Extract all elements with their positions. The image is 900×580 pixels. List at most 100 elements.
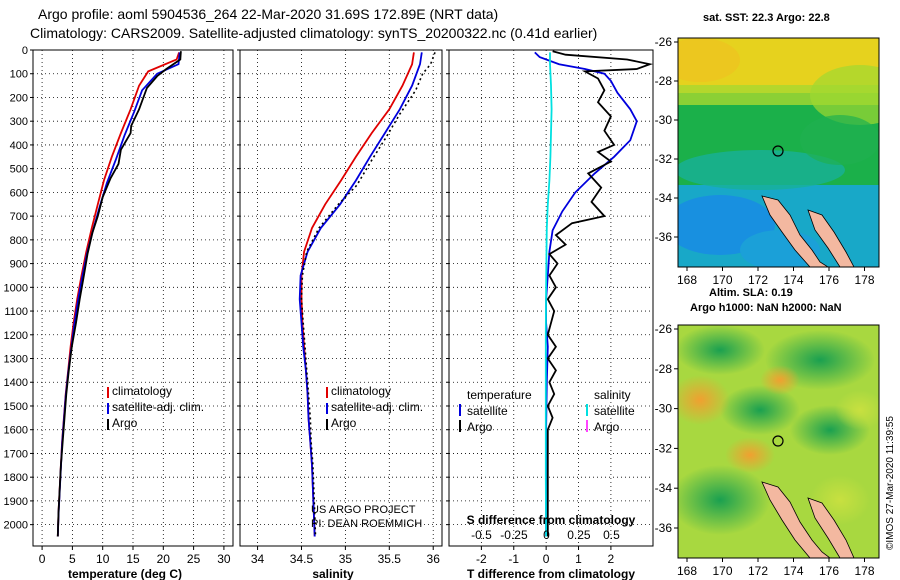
series-temperature-satellite — [534, 51, 638, 537]
x-tick-label: 25 — [187, 552, 201, 566]
series-satellite-adj-clim- — [298, 52, 423, 537]
map-axes: -26 -28 -30 -32 -34 -36 168 170 172 174 176 178 -26 -… — [655, 35, 875, 578]
chart-title-1: Argo profile: aoml 5904536_264 22-Mar-20… — [38, 6, 499, 22]
y-tick-label: 2000 — [4, 520, 28, 532]
map1-title: sat. SST: 22.3 Argo: 22.8 — [703, 12, 830, 24]
y-tick-label: 1300 — [4, 354, 28, 366]
x-axis-label: T difference from climatology — [467, 567, 635, 580]
sst-map-frame — [677, 37, 880, 268]
legend-label: Argo — [467, 420, 493, 434]
x-tick-label: -2 — [476, 552, 487, 566]
legend-heading-salinity: salinity — [594, 388, 631, 402]
lon-tick-label: 168 — [677, 273, 697, 287]
series-salinity-satellite — [544, 52, 553, 537]
lat-tick-label: -32 — [655, 152, 673, 166]
x-tick-label: -1 — [508, 552, 519, 566]
y-tick-label: 1400 — [4, 377, 28, 389]
series-temperature-argo — [546, 50, 654, 537]
argo-position-marker-2 — [772, 435, 784, 447]
top-tick-label: 0 — [543, 528, 550, 542]
lat-tick-label: -26 — [655, 322, 673, 336]
x-tick-label: 15 — [126, 552, 140, 566]
legend-label: satellite — [467, 404, 508, 418]
x-tick-label: 35 — [339, 552, 353, 566]
y-tick-label: 800 — [10, 235, 28, 247]
argo-position-marker — [772, 145, 784, 157]
y-tick-label: 700 — [10, 211, 28, 223]
credit-text: US ARGO PROJECT — [311, 504, 416, 516]
lat-tick-label: -30 — [655, 113, 673, 127]
y-tick-label: 1000 — [4, 282, 28, 294]
legend-heading-temperature: temperature — [467, 388, 532, 402]
legend-label: climatology — [112, 384, 172, 398]
panel-temperature: 0 5 10 15 20 25 300100200300400500600700800900… — [4, 45, 234, 580]
altimetry-map — [678, 325, 879, 558]
y-tick-label: 1700 — [4, 448, 28, 460]
x-axis-label: salinity — [312, 567, 354, 580]
x-tick-label: 0 — [543, 552, 550, 566]
x-tick-label: 30 — [217, 552, 231, 566]
legend-label: satellite-adj. clim. — [331, 400, 423, 414]
y-tick-label: 500 — [10, 164, 28, 176]
y-tick-label: 1800 — [4, 472, 28, 484]
y-tick-label: 1200 — [4, 330, 28, 342]
y-tick-label: 0 — [22, 45, 28, 57]
legend-label: satellite — [594, 404, 635, 418]
x-tick-label: 34.5 — [290, 552, 314, 566]
lon-tick-label: 170 — [712, 273, 732, 287]
lon-tick-label: 174 — [783, 273, 803, 287]
lon-tick-label: 168 — [677, 564, 697, 578]
panel-salinity: 34 34.5 35 35.5 36 salinity climatology satelli… — [237, 49, 443, 580]
legend-label: Argo — [331, 416, 357, 430]
panel-frame — [239, 49, 443, 547]
series-argo — [300, 52, 436, 537]
y-tick-label: 300 — [10, 116, 28, 128]
x-tick-label: 0 — [39, 552, 46, 566]
x-tick-label: 36 — [427, 552, 441, 566]
legend-label: climatology — [331, 384, 391, 398]
lat-tick-label: -30 — [655, 402, 673, 416]
lon-tick-label: 172 — [748, 564, 768, 578]
x-tick-label: 34 — [251, 552, 265, 566]
y-tick-label: 1100 — [4, 306, 28, 318]
x-tick-label: 35.5 — [378, 552, 402, 566]
chart-title-2: Climatology: CARS2009. Satellite-adjuste… — [30, 25, 598, 41]
lat-tick-label: -32 — [655, 441, 673, 455]
y-tick-label: 900 — [10, 259, 28, 271]
series-climatology — [300, 52, 415, 537]
top-tick-label: 0.5 — [603, 528, 620, 542]
panel-frame — [448, 49, 654, 547]
map1-sla-label: Altim. SLA: 0.19 — [709, 287, 793, 299]
lat-tick-label: -28 — [655, 362, 673, 376]
profile-panels: 0 5 10 15 20 25 300100200300400500600700800900… — [4, 45, 654, 580]
panel-difference: -2 -1 0 1 2T difference from climatology S di… — [446, 49, 654, 580]
legend-label: Argo — [594, 420, 620, 434]
x-axis-label: temperature (deg C) — [68, 567, 182, 580]
y-tick-label: 200 — [10, 92, 28, 104]
y-tick-label: 1900 — [4, 496, 28, 508]
series-argo — [56, 51, 182, 537]
x-tick-label: 5 — [69, 552, 76, 566]
lon-tick-label: 178 — [854, 564, 874, 578]
y-tick-label: 100 — [10, 69, 28, 81]
y-tick-label: 1500 — [4, 401, 28, 413]
top-tick-label: 0.25 — [567, 528, 591, 542]
lat-tick-label: -34 — [655, 481, 673, 495]
legend-label: Argo — [112, 416, 138, 430]
y-tick-label: 400 — [10, 140, 28, 152]
x-tick-label: 2 — [608, 552, 615, 566]
top-tick-label: -0.5 — [471, 528, 492, 542]
series-climatology — [56, 52, 180, 537]
map2-title: Argo h1000: NaN h2000: NaN — [690, 302, 842, 314]
y-tick-label: 1600 — [4, 425, 28, 437]
series-satellite-adj-clim- — [56, 52, 181, 537]
lat-tick-label: -28 — [655, 74, 673, 88]
lon-tick-label: 176 — [819, 564, 839, 578]
x-tick-label: 10 — [96, 552, 110, 566]
credit-text: PI: DEAN ROEMMICH — [311, 518, 422, 530]
y-tick-label: 600 — [10, 187, 28, 199]
lon-tick-label: 174 — [783, 564, 803, 578]
top-axis-label: S difference from climatology — [467, 513, 636, 527]
top-tick-label: -0.25 — [500, 528, 528, 542]
